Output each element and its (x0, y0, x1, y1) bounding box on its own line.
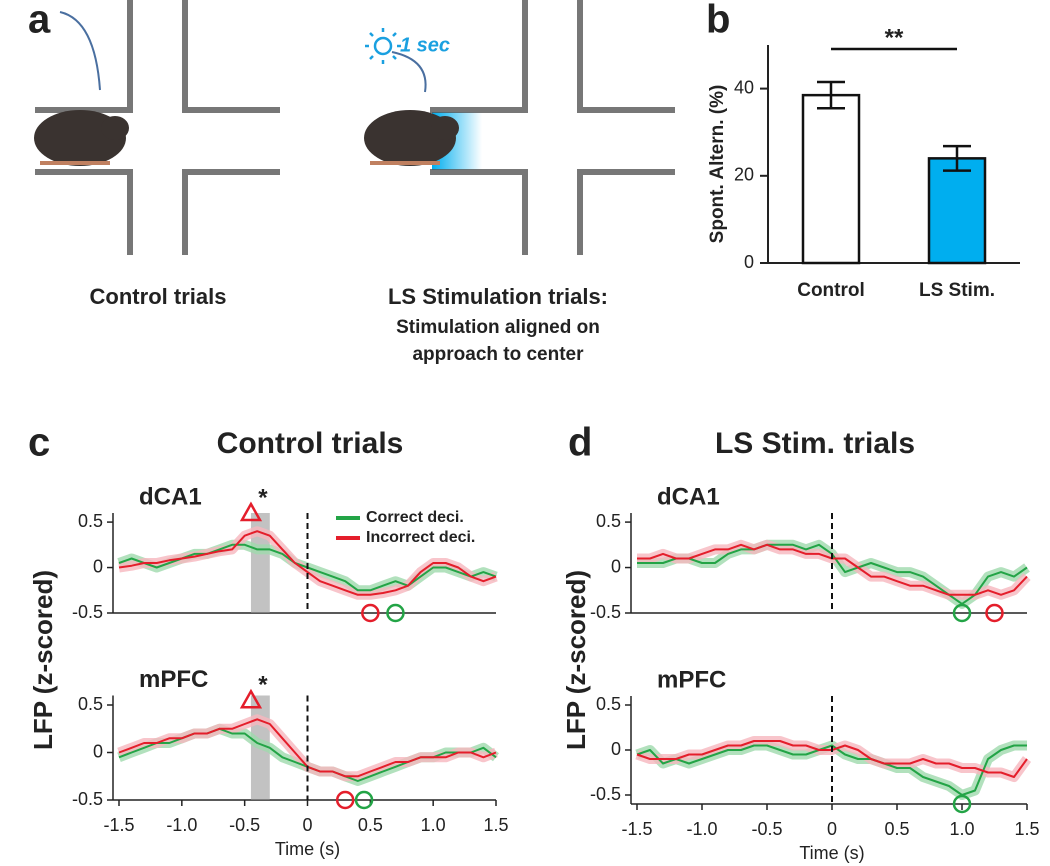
time-marker (985, 603, 1004, 623)
bar (927, 157, 987, 265)
x-tick-label: 0 (827, 819, 837, 839)
significance-label: * (258, 672, 268, 699)
y-tick-label: 20 (734, 165, 754, 185)
time-marker (361, 603, 380, 623)
maze-stim (364, 0, 675, 255)
error-bar (943, 144, 971, 172)
y-axis-label: Spont. Altern. (%) (707, 85, 728, 244)
panel-label: a (28, 0, 51, 42)
y-tick-label: 0 (93, 741, 103, 761)
y-tick-label: -0.5 (72, 789, 103, 809)
y-tick-label: 0.5 (78, 694, 103, 714)
y-tick-label: -0.5 (72, 602, 103, 622)
chart-title: dCA1 (657, 483, 720, 510)
y-axis-label: LFP (z-scored) (561, 570, 591, 750)
x-tick-label: LS Stim. (919, 280, 995, 301)
y-tick-label: -0.5 (590, 602, 621, 622)
x-tick-label: -0.5 (229, 815, 260, 835)
time-marker (952, 794, 972, 814)
x-axis-label: Time (s) (275, 839, 340, 859)
x-tick-label: 1.0 (421, 815, 446, 835)
significance-label: ** (885, 24, 904, 51)
y-tick-label: 0 (93, 556, 103, 576)
bar (801, 93, 861, 265)
x-tick-label: 0.5 (358, 815, 383, 835)
time-marker (386, 603, 405, 623)
y-tick-label: 40 (734, 77, 754, 97)
panel-label: b (706, 0, 730, 42)
peak-marker (239, 688, 263, 709)
peak-marker (239, 501, 263, 522)
legend-label: Incorrect deci. (366, 529, 475, 546)
chart-title: mPFC (657, 666, 726, 693)
chart-title: dCA1 (139, 483, 202, 510)
y-tick-label: 0 (611, 556, 621, 576)
caption: approach to center (412, 344, 584, 365)
x-tick-label: -1.5 (103, 815, 134, 835)
legend-label: Correct deci. (366, 509, 464, 526)
y-tick-label: 0 (611, 739, 621, 759)
time-marker (335, 790, 355, 810)
time-marker (952, 603, 972, 623)
maze-control (34, 0, 280, 255)
x-tick-label: 1.5 (483, 815, 508, 835)
caption: LS Stimulation trials: (388, 284, 608, 309)
panel-label: c (28, 421, 50, 465)
x-tick-label: -1.0 (686, 819, 717, 839)
y-tick-label: 0.5 (596, 511, 621, 531)
x-tick-label: -1.0 (166, 815, 197, 835)
y-tick-label: -0.5 (590, 784, 621, 804)
y-tick-label: 0 (744, 252, 754, 272)
panel-title: Control trials (217, 427, 404, 460)
x-tick-label: -1.5 (621, 819, 652, 839)
x-tick-label: -0.5 (751, 819, 782, 839)
stim-duration: 1 sec (400, 34, 450, 56)
x-tick-label: 1.5 (1014, 819, 1039, 839)
panel-title: LS Stim. trials (715, 427, 915, 460)
time-marker (354, 790, 374, 810)
y-axis-label: LFP (z-scored) (28, 570, 58, 750)
y-tick-label: 0.5 (596, 694, 621, 714)
caption: Control trials (90, 284, 227, 309)
chart-title: mPFC (139, 666, 208, 693)
x-tick-label: 0.5 (884, 819, 909, 839)
panel-label: d (568, 421, 592, 465)
caption: Stimulation aligned on (396, 317, 600, 338)
x-tick-label: 0 (302, 815, 312, 835)
series-line (118, 530, 497, 596)
significance-label: * (258, 484, 268, 511)
x-tick-label: Control (797, 280, 865, 301)
x-axis-label: Time (s) (799, 843, 864, 863)
x-tick-label: 1.0 (949, 819, 974, 839)
error-bar (817, 80, 845, 110)
y-tick-label: 0.5 (78, 511, 103, 531)
